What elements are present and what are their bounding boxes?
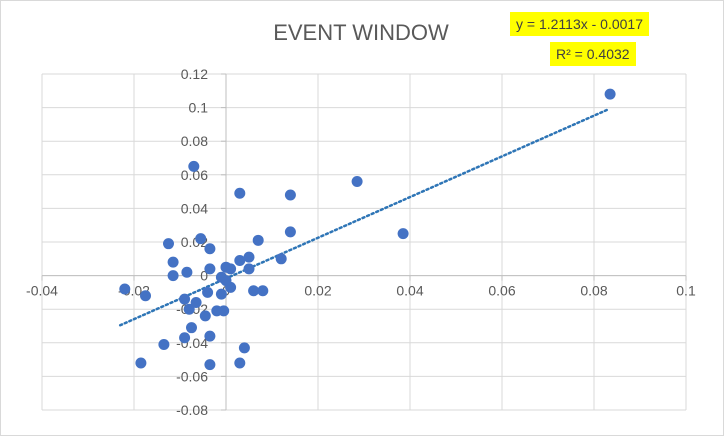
data-point bbox=[234, 187, 246, 199]
data-point bbox=[215, 288, 227, 300]
data-point bbox=[218, 305, 230, 317]
data-point bbox=[179, 332, 191, 344]
data-point bbox=[179, 293, 191, 305]
data-point bbox=[199, 310, 211, 322]
data-point bbox=[181, 266, 193, 278]
data-point bbox=[158, 338, 170, 350]
x-tick-label: 0.1 bbox=[676, 283, 696, 299]
data-point bbox=[243, 251, 255, 263]
y-tick-label: 0.1 bbox=[189, 100, 209, 116]
data-point bbox=[204, 263, 216, 275]
trendline-r-squared: R² = 0.4032 bbox=[550, 42, 636, 66]
data-point bbox=[195, 233, 207, 245]
x-tick-label: 0 bbox=[222, 283, 230, 299]
data-point bbox=[284, 226, 296, 238]
x-tick-label: -0.04 bbox=[26, 283, 58, 299]
data-point bbox=[204, 359, 216, 371]
x-tick-label: 0.02 bbox=[304, 283, 331, 299]
trendline-group bbox=[118, 108, 610, 327]
data-point bbox=[186, 322, 197, 334]
data-point bbox=[183, 303, 195, 315]
data-point bbox=[119, 283, 131, 295]
data-point bbox=[167, 256, 179, 268]
y-tick-label: 0.06 bbox=[181, 167, 208, 183]
data-point bbox=[243, 263, 255, 275]
data-point bbox=[167, 270, 179, 282]
data-point bbox=[397, 228, 409, 240]
data-point bbox=[204, 330, 216, 342]
data-point bbox=[220, 261, 232, 273]
y-tick-label: -0.06 bbox=[176, 368, 208, 384]
axes bbox=[41, 73, 687, 411]
chart-title: EVENT WINDOW bbox=[273, 20, 449, 45]
data-point bbox=[257, 285, 269, 297]
data-point bbox=[604, 88, 616, 100]
data-point bbox=[135, 357, 147, 369]
data-point bbox=[248, 285, 260, 297]
data-point bbox=[234, 357, 246, 369]
trendline bbox=[118, 108, 610, 327]
x-tick-label: 0.04 bbox=[396, 283, 423, 299]
data-point bbox=[204, 243, 216, 255]
data-point bbox=[188, 160, 200, 172]
x-tick-label: 0.08 bbox=[580, 283, 607, 299]
y-tick-label: 0.12 bbox=[181, 66, 208, 82]
data-point bbox=[238, 342, 250, 354]
data-point bbox=[234, 254, 246, 266]
data-point bbox=[275, 253, 287, 265]
data-point bbox=[190, 296, 202, 308]
data-point bbox=[284, 189, 296, 201]
data-point bbox=[351, 176, 363, 188]
data-point bbox=[215, 271, 227, 283]
data-points bbox=[119, 88, 616, 371]
data-point bbox=[225, 281, 237, 293]
y-tick-label: 0.04 bbox=[181, 200, 208, 216]
x-tick-label: 0.06 bbox=[488, 283, 515, 299]
data-point bbox=[140, 290, 151, 302]
y-tick-label: -0.08 bbox=[176, 402, 208, 418]
y-tick-label: 0 bbox=[200, 268, 208, 284]
data-point bbox=[252, 234, 264, 246]
data-point bbox=[163, 238, 174, 250]
trendline-equation: y = 1.2113x - 0.0017 bbox=[510, 12, 649, 36]
data-point bbox=[202, 286, 214, 298]
y-tick-label: 0.08 bbox=[181, 133, 208, 149]
